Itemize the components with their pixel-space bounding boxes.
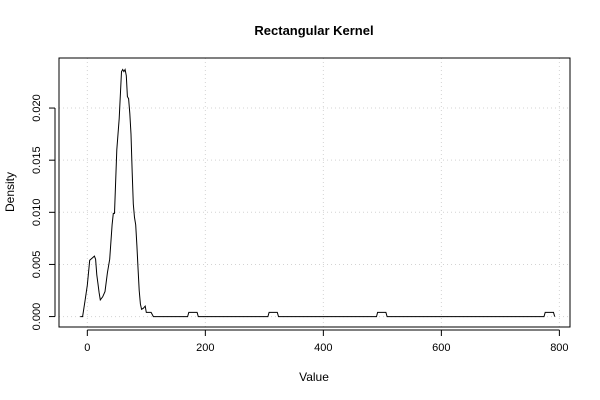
y-axis: 0.000 0.005 0.010 0.015 0.020	[31, 94, 56, 331]
x-tick-label-3: 600	[432, 342, 450, 354]
density-curve	[80, 68, 556, 318]
y-tick-label-4: 0.020	[31, 94, 43, 122]
x-axis: 0 200 400 600 800	[84, 329, 569, 354]
chart-title: Rectangular Kernel	[254, 23, 373, 38]
grid-lines	[59, 58, 570, 327]
plot-frame	[58, 57, 571, 328]
x-tick-label-1: 200	[196, 342, 214, 354]
x-axis-label: Value	[299, 370, 329, 384]
y-tick-label-2: 0.010	[31, 199, 43, 227]
y-tick-label-0: 0.000	[31, 303, 43, 331]
x-tick-label-4: 800	[550, 342, 568, 354]
y-tick-label-3: 0.015	[31, 146, 43, 174]
y-tick-label-1: 0.005	[31, 251, 43, 279]
x-tick-label-0: 0	[84, 342, 90, 354]
x-tick-label-2: 400	[314, 342, 332, 354]
y-axis-label: Density	[3, 172, 17, 212]
